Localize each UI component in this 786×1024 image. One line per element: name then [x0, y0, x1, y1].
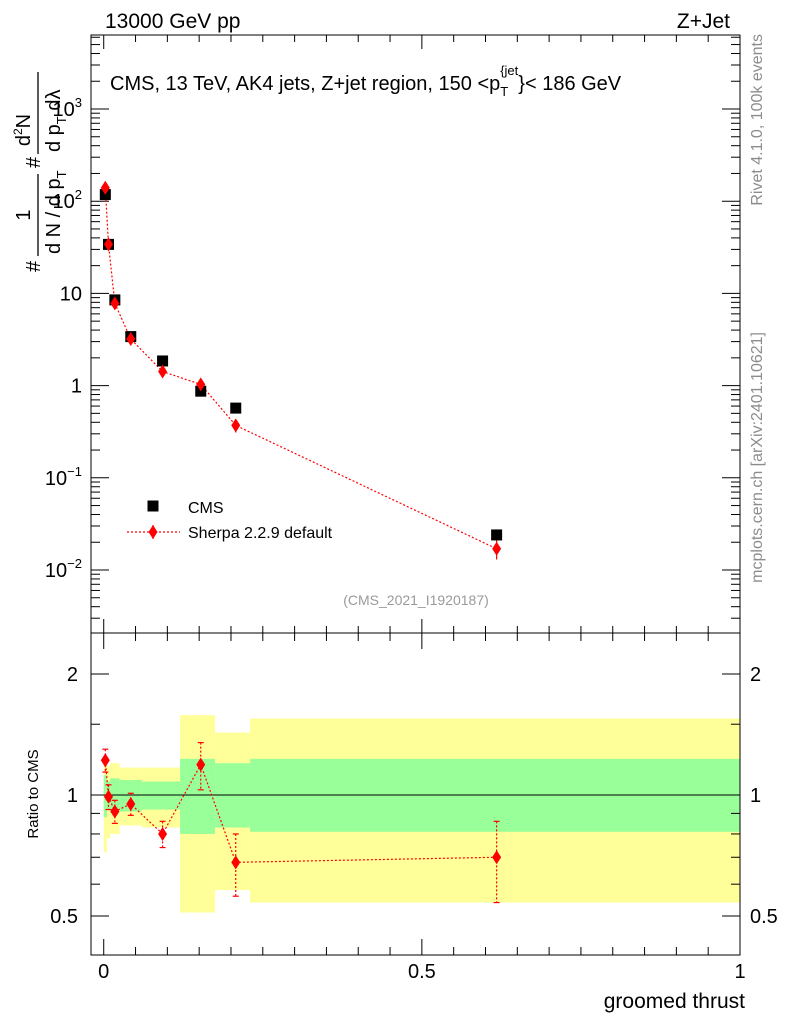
sherpa-point: [110, 296, 120, 311]
ratio-ylabel: Ratio to CMS: [25, 749, 42, 838]
sherpa-point: [103, 237, 113, 252]
main-ytick-label: 10−2: [45, 556, 82, 582]
cms-point: [157, 355, 169, 367]
svg-text:#: #: [23, 156, 45, 168]
ratio-ytick-label-right: 1: [750, 785, 761, 807]
ratio-sherpa-point: [231, 855, 241, 870]
x-axis-label: groomed thrust: [604, 990, 745, 1013]
ratio-xtick-label: 0.5: [408, 961, 436, 983]
cms-point: [491, 529, 503, 541]
ratio-sherpa-point: [126, 796, 136, 811]
main-ticks: 10−2 10−1 1 10 102 103: [45, 35, 741, 633]
side-label-top: Rivet 4.1.0, 100k events: [749, 34, 766, 206]
sherpa-point: [196, 377, 206, 392]
legend-marker-sherpa: [148, 525, 158, 539]
ratio-ytick-label: 0.5: [50, 906, 78, 928]
ratio-ytick-label: 2: [67, 664, 78, 686]
main-ytick-label: 10: [60, 283, 82, 305]
legend: CMS Sherpa 2.2.9 default: [127, 500, 333, 542]
main-panel: 10−2 10−1 1 10 102 103 (CMS_2021_I1920187) CM…: [45, 34, 741, 634]
svg-text:d2N: d2N: [11, 114, 35, 146]
main-ytick-label: 103: [53, 95, 82, 121]
ratio-sherpa-line: [104, 760, 497, 863]
ratio-sherpa-point: [158, 826, 168, 841]
ratio-bands: [103, 715, 740, 913]
ratio-sherpa-point: [196, 757, 206, 772]
main-frame: [90, 34, 741, 634]
header-left: 13000 GeV pp: [105, 10, 240, 33]
main-ytick-label: 1: [71, 376, 82, 398]
legend-label-sherpa: Sherpa 2.2.9 default: [188, 525, 333, 542]
main-title: CMS, 13 TeV, AK4 jets, Z+jet region, 150…: [110, 63, 622, 99]
ratio-sherpa-point: [110, 804, 120, 819]
ratio-frame: [90, 632, 741, 956]
sherpa-point: [158, 364, 168, 379]
ratio-ytick-label: 1: [67, 785, 78, 807]
ratio-series: [100, 742, 502, 904]
ratio-ytick-label-right: 0.5: [750, 906, 778, 928]
cms-point: [230, 402, 242, 414]
ratio-band-inner: [180, 758, 216, 834]
ratio-sherpa-point: [492, 850, 502, 865]
svg-text:d pT dλ: d pT dλ: [43, 90, 69, 152]
main-series: [99, 180, 503, 560]
ratio-ytick-label-right: 2: [750, 664, 761, 686]
ratio-sherpa-point: [103, 789, 113, 804]
main-ylabel: # 1 d N / d pT # d2N d pT dλ: [11, 72, 69, 272]
sherpa-point: [231, 418, 241, 433]
ratio-xtick-label: 1: [734, 961, 745, 983]
sherpa-point: [492, 541, 502, 556]
main-watermark: (CMS_2021_I1920187): [343, 592, 489, 608]
ratio-panel: 0.5 0.5 1 1 2 2 0 0.5 1: [50, 632, 778, 983]
svg-text:#: #: [23, 260, 45, 272]
legend-marker-cms: [147, 500, 159, 512]
svg-text:d N / d pT: d N / d pT: [43, 170, 69, 254]
sherpa-point: [126, 332, 136, 347]
legend-label-cms: CMS: [188, 500, 224, 517]
ratio-band-inner: [141, 781, 181, 810]
ratio-xtick-label: 0: [98, 961, 109, 983]
sherpa-line: [104, 187, 497, 550]
side-label-bottom: mcplots.cern.ch [arXiv:2401.10621]: [749, 332, 766, 583]
header-right: Z+Jet: [677, 10, 730, 33]
svg-text:1: 1: [13, 209, 35, 220]
ratio-sherpa-point: [100, 753, 110, 768]
main-ytick-label: 102: [53, 187, 82, 213]
sherpa-point: [100, 180, 110, 195]
ratio-band-inner: [119, 779, 142, 812]
ratio-band-inner: [110, 778, 120, 814]
ratio-ticks: 0.5 0.5 1 1 2 2 0 0.5 1: [50, 633, 778, 983]
main-ytick-label: 10−1: [45, 464, 82, 490]
